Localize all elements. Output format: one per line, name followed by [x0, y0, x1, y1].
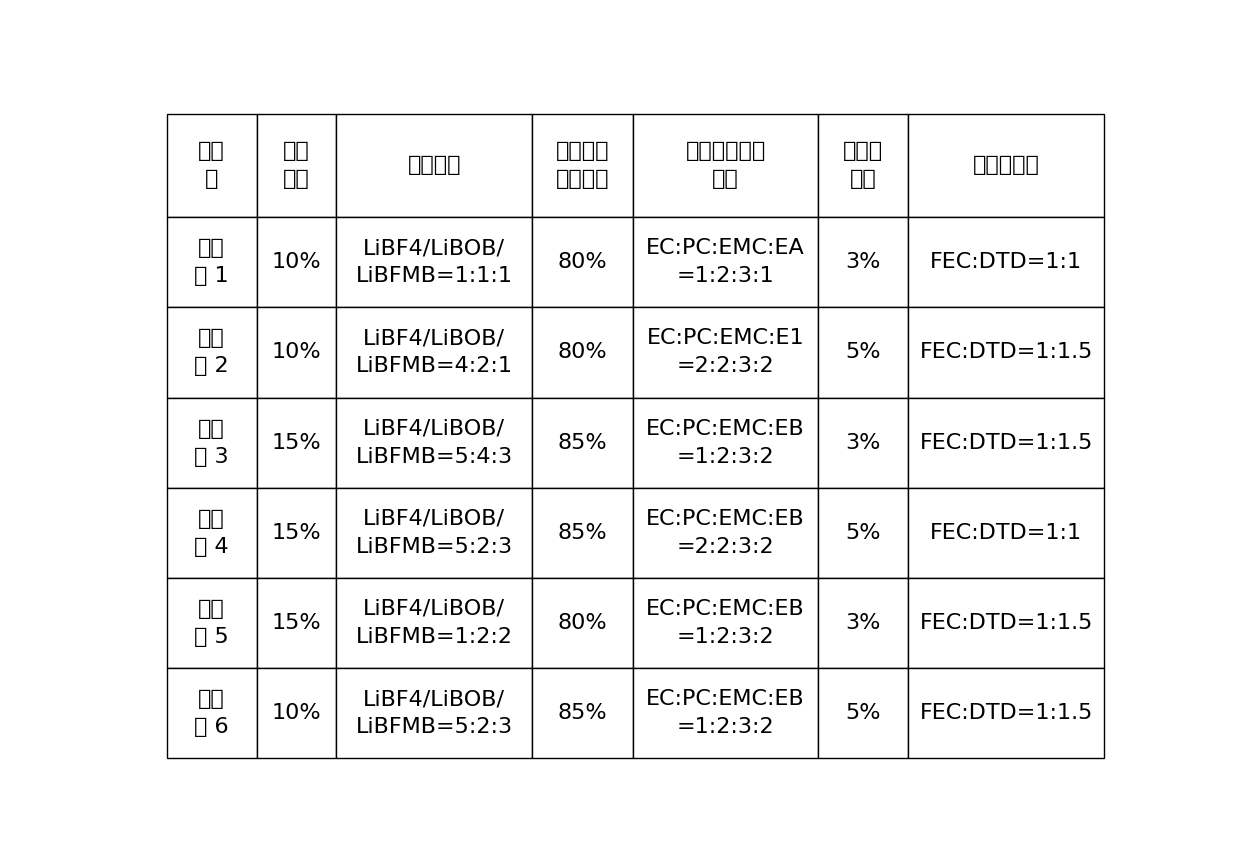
Bar — [632, 398, 818, 488]
Bar — [818, 217, 909, 307]
Text: FEC:DTD=1:1.5: FEC:DTD=1:1.5 — [920, 432, 1094, 452]
Text: 85%: 85% — [558, 523, 608, 543]
Text: FEC:DTD=1:1: FEC:DTD=1:1 — [930, 252, 1083, 272]
Text: 添加剂
含量: 添加剂 含量 — [843, 142, 883, 189]
Bar — [166, 668, 257, 758]
Text: LiBF4/LiBOB/
LiBFMB=4:2:1: LiBF4/LiBOB/ LiBFMB=4:2:1 — [356, 329, 512, 376]
Bar — [336, 578, 532, 668]
Text: FEC:DTD=1:1.5: FEC:DTD=1:1.5 — [920, 703, 1094, 723]
Bar — [818, 398, 909, 488]
Text: 3%: 3% — [846, 432, 882, 452]
Text: 锂盐
含量: 锂盐 含量 — [283, 142, 310, 189]
Text: 85%: 85% — [558, 432, 608, 452]
Bar — [909, 668, 1105, 758]
Text: 15%: 15% — [272, 613, 321, 633]
Bar — [632, 488, 818, 578]
Text: FEC:DTD=1:1.5: FEC:DTD=1:1.5 — [920, 343, 1094, 362]
Text: FEC:DTD=1:1.5: FEC:DTD=1:1.5 — [920, 613, 1094, 633]
Bar — [336, 217, 532, 307]
Text: 10%: 10% — [272, 343, 321, 362]
Bar — [632, 217, 818, 307]
Text: 80%: 80% — [558, 252, 608, 272]
Text: FEC:DTD=1:1: FEC:DTD=1:1 — [930, 523, 1083, 543]
Bar — [909, 114, 1105, 217]
Bar — [166, 398, 257, 488]
Text: 实施
例 5: 实施 例 5 — [195, 599, 229, 647]
Bar — [336, 398, 532, 488]
Text: 实施
例: 实施 例 — [198, 142, 224, 189]
Bar — [166, 307, 257, 398]
Bar — [336, 114, 532, 217]
Text: 80%: 80% — [558, 613, 608, 633]
Bar — [818, 114, 909, 217]
Bar — [336, 668, 532, 758]
Text: 非水有机
溶剂组分: 非水有机 溶剂组分 — [556, 142, 609, 189]
Text: EC:PC:EMC:E1
=2:2:3:2: EC:PC:EMC:E1 =2:2:3:2 — [647, 329, 805, 376]
Bar — [166, 114, 257, 217]
Bar — [336, 488, 532, 578]
Text: 15%: 15% — [272, 523, 321, 543]
Text: LiBF4/LiBOB/
LiBFMB=1:2:2: LiBF4/LiBOB/ LiBFMB=1:2:2 — [356, 599, 512, 647]
Bar — [257, 217, 336, 307]
Bar — [532, 398, 632, 488]
Text: LiBF4/LiBOB/
LiBFMB=1:1:1: LiBF4/LiBOB/ LiBFMB=1:1:1 — [356, 238, 512, 287]
Text: 非水有机溶剂
含量: 非水有机溶剂 含量 — [686, 142, 766, 189]
Bar — [532, 114, 632, 217]
Bar — [257, 668, 336, 758]
Text: EC:PC:EMC:EB
=1:2:3:2: EC:PC:EMC:EB =1:2:3:2 — [646, 689, 805, 737]
Bar — [532, 668, 632, 758]
Bar — [532, 307, 632, 398]
Text: 85%: 85% — [558, 703, 608, 723]
Bar — [532, 217, 632, 307]
Text: 10%: 10% — [272, 703, 321, 723]
Text: EC:PC:EMC:EB
=2:2:3:2: EC:PC:EMC:EB =2:2:3:2 — [646, 508, 805, 557]
Text: EC:PC:EMC:EB
=1:2:3:2: EC:PC:EMC:EB =1:2:3:2 — [646, 599, 805, 647]
Text: 实施
例 1: 实施 例 1 — [195, 238, 229, 287]
Text: 实施
例 4: 实施 例 4 — [195, 508, 229, 557]
Bar — [257, 488, 336, 578]
Text: 锂盐组分: 锂盐组分 — [408, 155, 461, 175]
Text: LiBF4/LiBOB/
LiBFMB=5:2:3: LiBF4/LiBOB/ LiBFMB=5:2:3 — [356, 689, 512, 737]
Bar — [909, 578, 1105, 668]
Bar — [909, 307, 1105, 398]
Text: 5%: 5% — [846, 523, 882, 543]
Text: 5%: 5% — [846, 703, 882, 723]
Text: 添加剂组分: 添加剂组分 — [973, 155, 1040, 175]
Text: EC:PC:EMC:EA
=1:2:3:1: EC:PC:EMC:EA =1:2:3:1 — [646, 238, 805, 287]
Bar — [532, 578, 632, 668]
Text: 实施
例 3: 实施 例 3 — [195, 419, 229, 467]
Text: 3%: 3% — [846, 613, 882, 633]
Bar — [166, 217, 257, 307]
Bar — [257, 398, 336, 488]
Bar — [632, 114, 818, 217]
Bar — [909, 398, 1105, 488]
Bar — [532, 488, 632, 578]
Bar — [818, 307, 909, 398]
Bar — [257, 578, 336, 668]
Bar — [632, 307, 818, 398]
Bar — [818, 668, 909, 758]
Text: LiBF4/LiBOB/
LiBFMB=5:4:3: LiBF4/LiBOB/ LiBFMB=5:4:3 — [356, 419, 512, 467]
Bar — [818, 488, 909, 578]
Text: 15%: 15% — [272, 432, 321, 452]
Text: 5%: 5% — [846, 343, 882, 362]
Bar — [632, 668, 818, 758]
Bar — [909, 488, 1105, 578]
Bar — [909, 217, 1105, 307]
Bar — [257, 114, 336, 217]
Bar — [166, 488, 257, 578]
Text: 实施
例 2: 实施 例 2 — [195, 329, 229, 376]
Bar — [336, 307, 532, 398]
Text: 实施
例 6: 实施 例 6 — [195, 689, 229, 737]
Text: 10%: 10% — [272, 252, 321, 272]
Text: 3%: 3% — [846, 252, 882, 272]
Text: 80%: 80% — [558, 343, 608, 362]
Bar — [257, 307, 336, 398]
Bar — [632, 578, 818, 668]
Bar — [166, 578, 257, 668]
Text: EC:PC:EMC:EB
=1:2:3:2: EC:PC:EMC:EB =1:2:3:2 — [646, 419, 805, 467]
Bar — [818, 578, 909, 668]
Text: LiBF4/LiBOB/
LiBFMB=5:2:3: LiBF4/LiBOB/ LiBFMB=5:2:3 — [356, 508, 512, 557]
